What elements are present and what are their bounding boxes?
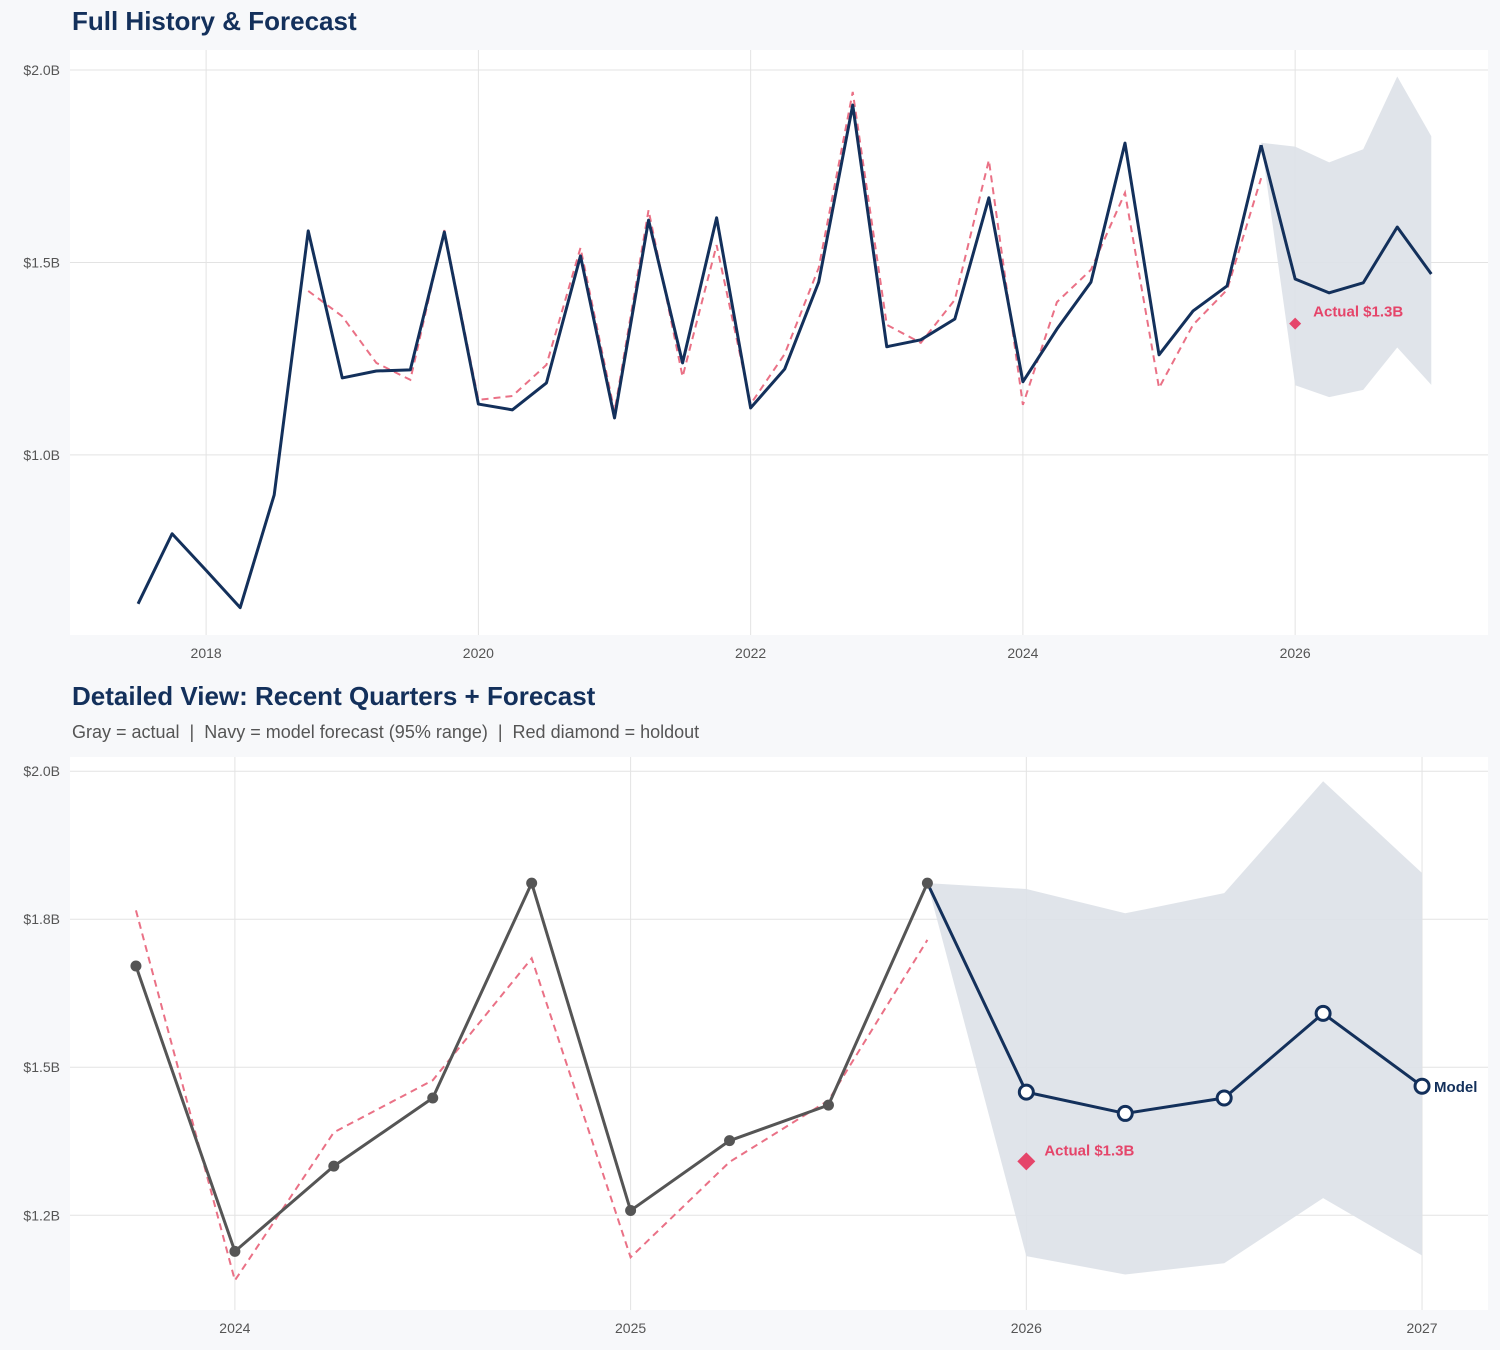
forecast-line — [1259, 144, 1433, 295]
x-tick-label: 2026 — [1280, 645, 1311, 661]
actual-point — [328, 1160, 340, 1172]
actual-point — [625, 1205, 637, 1217]
forecast-point — [1215, 1089, 1233, 1107]
actual-point — [822, 1099, 834, 1111]
actual-point — [526, 877, 538, 889]
holdout-diamond — [1017, 1152, 1036, 1171]
x-tick-label: 2020 — [463, 645, 494, 661]
y-tick-label: $2.0B — [23, 763, 60, 779]
forecast-interval-band — [927, 781, 1423, 1275]
x-tick-label: 2022 — [735, 645, 766, 661]
forecast-point — [1413, 1077, 1431, 1095]
model-end-label: Model — [1434, 1079, 1477, 1096]
holdout-diamond — [1289, 317, 1302, 330]
actual-point — [130, 960, 142, 972]
fitted-line — [134, 910, 929, 1283]
forecast-point — [1116, 1104, 1134, 1122]
forecast-point — [1017, 1083, 1035, 1101]
holdout-label: Actual $1.3B — [1313, 304, 1403, 321]
y-tick-label: $1.0B — [23, 447, 60, 463]
holdout-label: Actual $1.3B — [1044, 1142, 1134, 1159]
forecast-point — [1314, 1004, 1332, 1022]
x-tick-label: 2026 — [1011, 1320, 1042, 1336]
y-tick-label: $1.2B — [23, 1207, 60, 1223]
chart-0: $2.0B $1.5B $1.0B 2018 2020 2022 2024 2026 Actua… — [23, 50, 1488, 661]
chart-title-detailed-view: Detailed View: Recent Quarters + Forecas… — [72, 681, 596, 711]
actual-line — [136, 103, 1263, 610]
x-tick-label: 2024 — [1007, 645, 1038, 661]
y-tick-label: $1.5B — [23, 1059, 60, 1075]
plot-area — [70, 50, 1488, 635]
x-tick-label: 2027 — [1406, 1320, 1437, 1336]
chart-subtitle-detailed-view: Gray = actual | Navy = model forecast (9… — [72, 722, 700, 742]
x-tick-label: 2018 — [191, 645, 222, 661]
y-tick-label: $2.0B — [23, 62, 60, 78]
chart-1: $2.0B $1.8B $1.5B $1.2B 2024 2025 2026 2027 Mode… — [23, 757, 1488, 1336]
y-tick-label: $1.5B — [23, 254, 60, 270]
fitted-line — [307, 91, 1263, 412]
forecast-line — [926, 882, 1423, 1115]
chart-title-full-history: Full History & Forecast — [72, 6, 357, 36]
actual-point — [427, 1092, 439, 1104]
actual-point — [229, 1245, 241, 1257]
actual-point — [921, 877, 933, 889]
forecast-interval-band — [1261, 76, 1432, 398]
x-tick-label: 2025 — [615, 1320, 646, 1336]
actual-point — [724, 1135, 736, 1147]
y-tick-label: $1.8B — [23, 911, 60, 927]
x-tick-label: 2024 — [219, 1320, 250, 1336]
